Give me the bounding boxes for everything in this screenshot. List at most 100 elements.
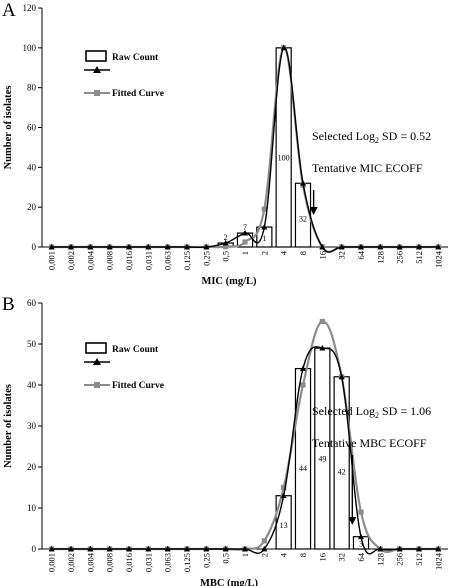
- x-tick-label: 2: [259, 553, 269, 557]
- raw-point-8: [300, 365, 306, 371]
- raw-point-0,063: [164, 243, 171, 250]
- x-tick-label: 2: [259, 251, 269, 255]
- x-tick-label: 0,5: [221, 553, 231, 564]
- raw-point-512: [416, 243, 422, 250]
- raw-point-0,004: [87, 243, 94, 250]
- fitted-point-0,5: [223, 244, 229, 250]
- x-tick-label: 4: [279, 250, 289, 255]
- x-tick-label: 0,25: [201, 553, 211, 568]
- raw-point-0,004: [87, 545, 94, 552]
- raw-point-1: [242, 229, 248, 236]
- fitted-point-4: [281, 484, 287, 491]
- x-tick-label: 1024: [433, 552, 443, 570]
- legend-label-raw: Raw Count: [112, 53, 159, 63]
- fitted-point-2: [261, 206, 267, 212]
- raw-point-256: [396, 545, 403, 552]
- raw-point-0,031: [145, 243, 152, 250]
- x-tick-label: 0,125: [182, 251, 192, 270]
- raw-point-4: [280, 492, 287, 499]
- x-tick-label: 8: [298, 553, 308, 557]
- raw-point-2: [261, 223, 268, 230]
- fitted-point-1: [242, 239, 248, 245]
- legend: Raw Count Fitted Curve: [84, 50, 164, 99]
- raw-point-0,001: [48, 545, 55, 552]
- raw-point-0,25: [203, 545, 210, 552]
- bar-label-4: 100: [278, 153, 290, 162]
- panel-letter: A: [2, 0, 16, 21]
- y-tick-label: 60: [27, 123, 37, 133]
- bar-label-64: 3: [359, 539, 363, 548]
- x-tick-label: 16: [317, 251, 327, 260]
- raw-point-0,5: [222, 239, 229, 246]
- x-tick-label: 64: [356, 552, 366, 561]
- panel-letter: B: [2, 294, 15, 315]
- x-tick-label: 0,016: [124, 553, 134, 572]
- raw-point-256: [396, 243, 403, 250]
- legend-square-marker: [94, 90, 100, 96]
- x-tick-label: 8: [298, 251, 308, 255]
- y-tick-label: 80: [27, 83, 37, 93]
- raw-point-128: [377, 243, 384, 250]
- y-axis-title: Number of isolates: [3, 86, 14, 170]
- sd-subscript: 2: [375, 411, 379, 420]
- x-tick-label: 64: [356, 250, 366, 259]
- x-tick-label: 0,001: [47, 251, 57, 270]
- x-tick-label: 1: [240, 251, 250, 255]
- raw-point-0,016: [126, 243, 132, 250]
- bar-label-8: 32: [299, 214, 307, 223]
- raw-point-64: [358, 533, 364, 540]
- bar-label-0,5: 2: [224, 233, 228, 242]
- sd-prefix: Selected Log: [312, 129, 375, 143]
- raw-point-0,001: [48, 243, 55, 250]
- x-tick-label: 0,002: [66, 251, 76, 270]
- y-tick-label: 10: [27, 503, 37, 513]
- legend-label-fit: Fitted Curve: [112, 381, 164, 391]
- raw-point-4: [280, 44, 287, 51]
- raw-point-2: [261, 545, 268, 552]
- y-axis-title: Number of isolates: [3, 384, 14, 468]
- x-tick-label: 128: [375, 251, 385, 264]
- raw-point-8: [300, 180, 306, 186]
- fitted-curve-line: [51, 46, 439, 253]
- x-tick-label: 0,063: [163, 251, 173, 270]
- x-tick-label: 0,016: [124, 251, 134, 270]
- x-tick-label: 32: [337, 251, 347, 260]
- legend-label-fit: Fitted Curve: [112, 89, 164, 99]
- y-tick-label: 50: [27, 339, 37, 349]
- sd-subscript: 2: [375, 136, 379, 145]
- x-tick-label: 0,008: [105, 251, 115, 270]
- bar-label-4: 13: [280, 521, 288, 530]
- x-tick-label: 1: [240, 553, 250, 557]
- x-axis-title: MIC (mg/L): [201, 276, 257, 287]
- x-tick-label: 512: [414, 251, 424, 264]
- raw-point-64: [358, 243, 364, 250]
- raw-point-0,125: [184, 545, 190, 552]
- raw-point-32: [338, 373, 345, 380]
- bar-32: [333, 376, 350, 550]
- bar-label-2: 1: [262, 234, 266, 243]
- bar-label-1: 7: [243, 223, 247, 232]
- chart-panel-B: B 0 10 20 30 40 50 60 Number of isolates 0,001 0,0…: [2, 294, 448, 586]
- bar-label-8: 44: [299, 464, 307, 473]
- sd-prefix: Selected Log: [312, 404, 375, 418]
- y-tick-label: 60: [27, 298, 37, 308]
- raw-point-512: [416, 545, 422, 552]
- y-tick-label: 120: [23, 3, 37, 13]
- x-tick-label: 4: [279, 552, 289, 557]
- ecoff-annotation: Tentative MIC ECOFF: [312, 161, 423, 175]
- raw-count-line: [51, 346, 439, 555]
- x-tick-label: 0,125: [182, 553, 192, 572]
- raw-point-1024: [435, 545, 442, 552]
- y-tick-label: 100: [23, 43, 37, 53]
- raw-point-0,002: [68, 243, 74, 250]
- legend-triangle-marker: [93, 66, 101, 73]
- x-tick-label: 0,5: [221, 251, 231, 262]
- raw-point-16: [319, 344, 326, 351]
- x-tick-label: 0,063: [163, 553, 173, 572]
- x-tick-label: 1024: [433, 250, 443, 268]
- x-tick-label: 256: [395, 553, 405, 566]
- x-tick-label: 256: [395, 251, 405, 264]
- bar-label-16: 49: [318, 455, 326, 464]
- legend-swatch-raw-bar: [85, 342, 107, 354]
